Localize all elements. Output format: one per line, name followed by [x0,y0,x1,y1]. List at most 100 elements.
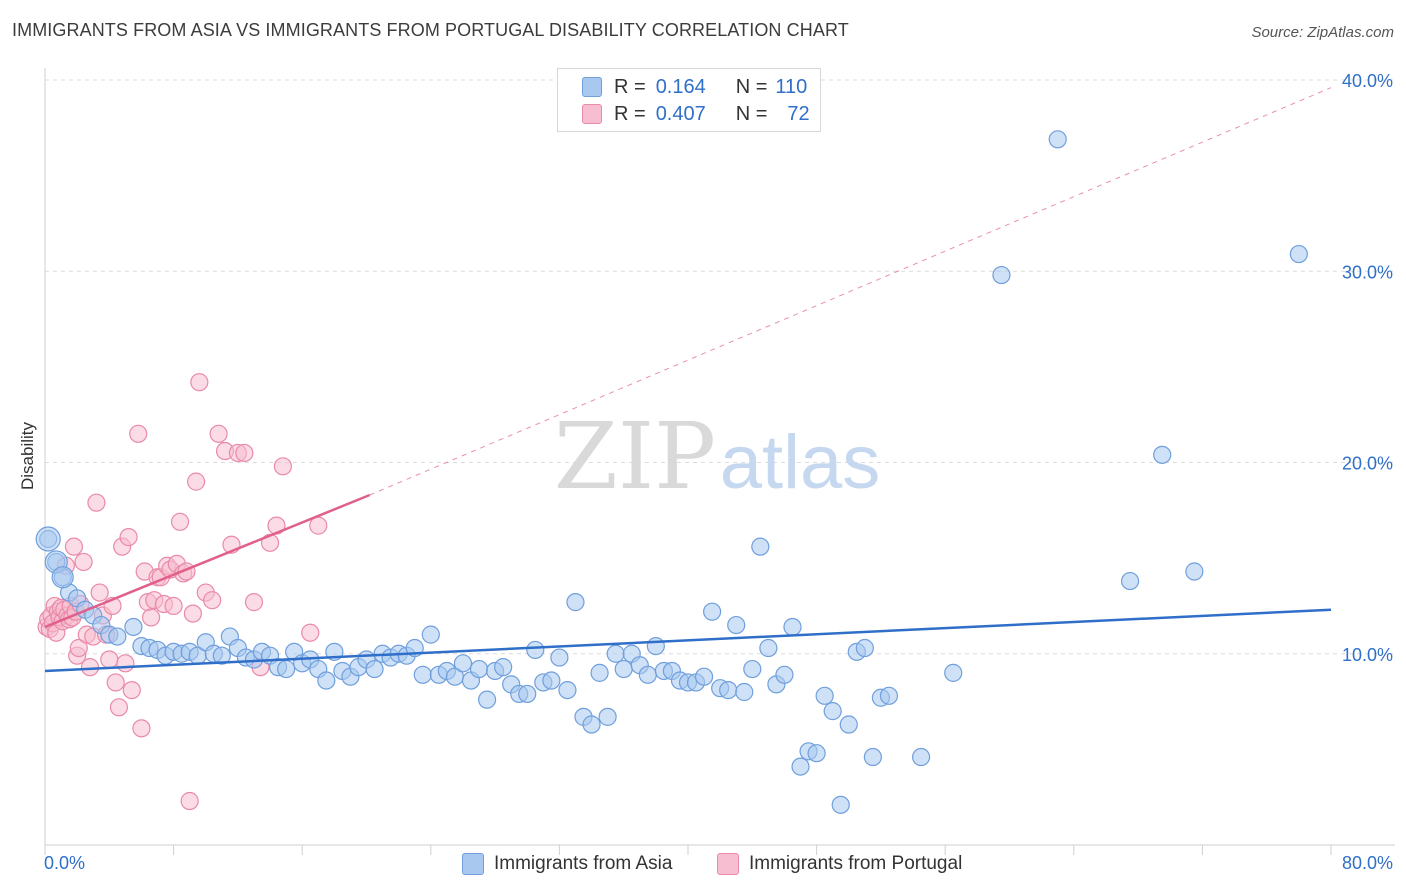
legend-row-asia: R = 0.164 N = 110 [582,75,807,99]
portugal-point [109,698,129,717]
portugal-point [203,591,222,610]
asia-point [823,702,842,721]
asia-point [598,707,617,726]
portugal-point [235,443,254,463]
asia-point [791,757,810,776]
asia-point [855,638,874,658]
asia-point [606,644,625,663]
asia-point [365,659,384,679]
portugal-point [80,658,100,677]
asia-point [911,747,931,767]
portugal-point [132,719,151,738]
legend-r-label: R = [614,75,646,98]
asia-point [590,663,609,682]
asia-point [727,615,746,635]
asia-point [494,658,513,677]
asia-point [944,663,963,682]
portugal-point [301,623,320,642]
portugal-point [116,654,135,673]
asia-point [124,617,143,637]
legend-n-value: 110 [775,75,808,98]
asia-point [783,617,802,637]
asia-point [1185,562,1204,581]
portugal-point [69,638,88,658]
bottom-legend-portugal: Immigrants from Portugal [717,852,962,876]
asia-point [566,593,585,612]
legend-row-portugal: R = 0.407 N = 72 [582,102,810,126]
asia-point [453,654,473,673]
portugal-point [129,424,148,443]
portugal-point [209,424,228,443]
portugal-point [90,583,109,602]
watermark: ZIP atlas [554,403,880,510]
asia-point-large [51,566,74,589]
bottom-legend-swatch-asia [462,853,484,875]
y-tick-label: 40.0% [1342,71,1393,91]
bottom-legend-label-asia: Immigrants from Asia [494,853,673,874]
asia-point [831,795,850,814]
portugal-point [87,493,106,512]
asia-point [550,648,569,667]
asia-point [646,636,665,656]
portugal-point [122,680,141,700]
asia-point [751,537,770,556]
watermark-zip: ZIP [554,403,716,510]
portugal-point [164,596,183,616]
axes [44,68,1395,855]
portugal-point [119,527,138,547]
asia-point [421,625,440,644]
source-label: Source: ZipAtlas.com [1251,24,1394,41]
portugal-point [100,650,119,669]
legend-n-value: 72 [787,102,810,125]
y-tick-label: 10.0% [1342,645,1393,665]
bottom-legend-swatch-portugal [717,853,739,875]
correlation-legend: R = 0.164 N = 110 R = 0.407 N = 72 [557,68,821,132]
asia-point [879,686,899,705]
legend-r-value: 0.407 [655,102,706,125]
bottom-legend-label-portugal: Immigrants from Portugal [749,853,963,874]
tick-labels: 10.0% 20.0% 30.0% 40.0% 0.0% 80.0% [44,71,1393,873]
chart-title: IMMIGRANTS FROM ASIA VS IMMIGRANTS FROM … [12,20,849,40]
portugal-point [190,373,209,392]
asia-point [775,665,794,684]
x-tick-label-max: 80.0% [1342,853,1393,873]
legend-r-label: R = [614,102,646,125]
asia-point [839,715,858,734]
legend-n-label: N = [735,75,768,98]
asia-point [703,602,722,621]
portugal-point [74,552,93,572]
y-tick-label: 30.0% [1342,262,1393,282]
asia-point [558,680,577,700]
asia-point [992,265,1011,285]
asia-point [413,665,432,684]
portugal-trend-line [44,493,371,629]
portugal-point [106,673,125,692]
asia-point [542,671,561,690]
portugal-point [180,791,199,811]
asia-point [759,638,778,658]
asia-point [815,686,834,705]
asia-point [277,659,296,679]
trend-lines [44,87,1332,673]
asia-point [212,646,231,665]
legend-swatch-portugal [582,104,602,124]
asia-point [807,744,826,763]
portugal-point [273,457,293,476]
asia-point [719,680,738,700]
portugal-point [64,537,84,556]
asia-point [582,715,601,734]
watermark-atlas: atlas [720,420,881,505]
portugal-point [141,608,161,627]
asia-point [1120,571,1140,591]
asia-point [317,671,336,690]
asia-point [477,690,497,709]
asia-point [638,665,657,684]
asia-point [108,627,127,646]
legend-n-label: N = [735,102,768,125]
portugal-point [170,512,190,531]
y-tick-label: 20.0% [1342,454,1393,474]
bottom-legend-asia: Immigrants from Asia [462,852,672,876]
asia-point [518,684,537,704]
legend-swatch-asia [582,77,602,97]
